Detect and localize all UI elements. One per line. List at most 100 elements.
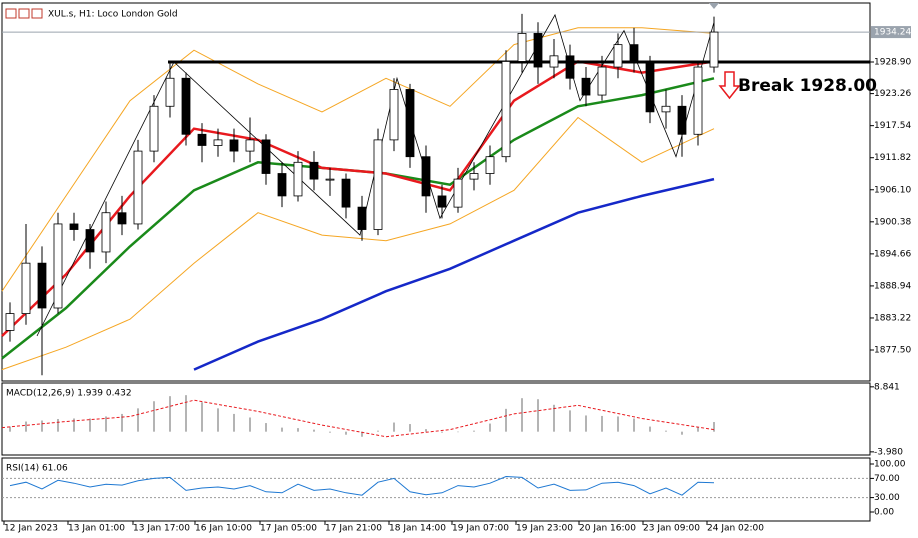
current-price-label: 1934.24 [874,28,911,38]
candle-body [437,195,447,208]
candle-body [565,55,575,79]
macd-bar [457,431,459,433]
candle-body [37,262,47,309]
macd-bar [425,429,427,432]
candle-body [661,105,671,113]
x-tick-label: 16 Jan 10:00 [195,524,252,534]
candle-body [69,223,79,230]
macd-bar [665,430,667,432]
candle-body [181,77,191,135]
candle-body [533,33,543,68]
y-tick-label: 1883.22 [874,313,911,323]
macd-bar [633,418,635,432]
y-tick-label: 1928.90 [874,58,911,68]
indicator-line [1,116,715,371]
candle-body [597,66,607,96]
candle-body [245,139,255,152]
y-tick-label: 1911.82 [874,153,911,163]
macd-bar [169,396,171,432]
candle-body [629,44,639,62]
candle-body [709,31,719,68]
rsi-panel [1,457,871,522]
macd-bar [585,415,587,432]
macd-bar [713,422,715,432]
candle-body [549,55,559,68]
y-tick-label: 70.00 [874,474,900,484]
candle-body [405,89,415,158]
macd-bar [217,408,219,432]
macd-bar [297,428,299,432]
candle-body [485,156,495,174]
icon [18,8,30,19]
macd-bar [233,413,235,432]
macd-bar [537,399,539,432]
macd-bar [521,398,523,432]
macd-bar [409,424,411,432]
x-tick-label: 18 Jan 14:00 [389,524,446,534]
annotation: Break 1928.00 [738,76,877,96]
candle-body [21,262,31,314]
signal-line [1,399,715,438]
macd-bar [617,416,619,432]
candle-body [645,61,655,113]
candle-body [677,105,687,135]
macd-bar [649,426,651,432]
candle-body [293,161,303,197]
x-tick-label: 12 Jan 2023 [4,524,58,534]
y-tick-label: 0.00 [874,508,894,518]
macd-bar [569,410,571,432]
macd-bar [137,408,139,432]
x-tick-label: 17 Jan 21:00 [325,524,382,534]
macd-bar [105,416,107,432]
macd-bar [553,404,555,432]
x-tick-label: 23 Jan 09:00 [643,524,700,534]
macd-panel [1,382,871,456]
candle-body [325,178,335,181]
chart-title: XUL.s, H1: Loco London Gold [48,10,178,20]
rsi-line [9,475,715,496]
candle-body [517,33,527,62]
macd-bar [153,401,155,432]
macd-title: MACD(12,26,9) 1.939 0.432 [6,389,132,399]
candle-body [357,206,367,230]
y-tick-label: 1877.50 [874,346,911,356]
toolbar-icons [5,8,43,19]
macd-bar [681,431,683,435]
candle-body [229,139,239,152]
macd-bar [441,431,443,433]
y-tick-label: 1906.10 [874,185,911,195]
down-arrow [718,71,741,100]
y-tick-label: 30.00 [874,493,900,503]
macd-bar [697,427,699,432]
candle-body [309,161,319,180]
x-tick-label: 13 Jan 01:00 [68,524,125,534]
y-tick-label: -3.980 [874,447,903,457]
y-tick-label: 8.841 [874,382,900,392]
macd-bar [25,421,27,432]
x-tick-label: 20 Jan 16:00 [579,524,636,534]
candle-body [341,178,351,208]
x-tick-label: 17 Jan 05:00 [260,524,317,534]
icon [5,8,17,19]
macd-bar [121,413,123,432]
current-marker [709,3,719,9]
candle-body [133,150,143,225]
y-tick-label: 1923.26 [874,89,911,99]
macd-bar [473,430,475,432]
macd-bar [313,429,315,432]
macd-bar [9,426,11,432]
macd-bar [265,423,267,432]
y-tick-label: 1888.94 [874,281,911,291]
macd-bar [345,431,347,435]
current-price-box [871,26,911,39]
x-tick-label: 24 Jan 02:00 [707,524,764,534]
candle-body [197,133,207,146]
icon [31,8,43,19]
macd-bar [377,430,379,432]
y-tick-label: 100.00 [874,460,906,470]
x-tick-label: 19 Jan 07:00 [452,524,509,534]
macd-bar [185,395,187,432]
x-tick-label: 19 Jan 23:00 [516,524,573,534]
macd-bar [393,422,395,432]
macd-bar [281,427,283,432]
